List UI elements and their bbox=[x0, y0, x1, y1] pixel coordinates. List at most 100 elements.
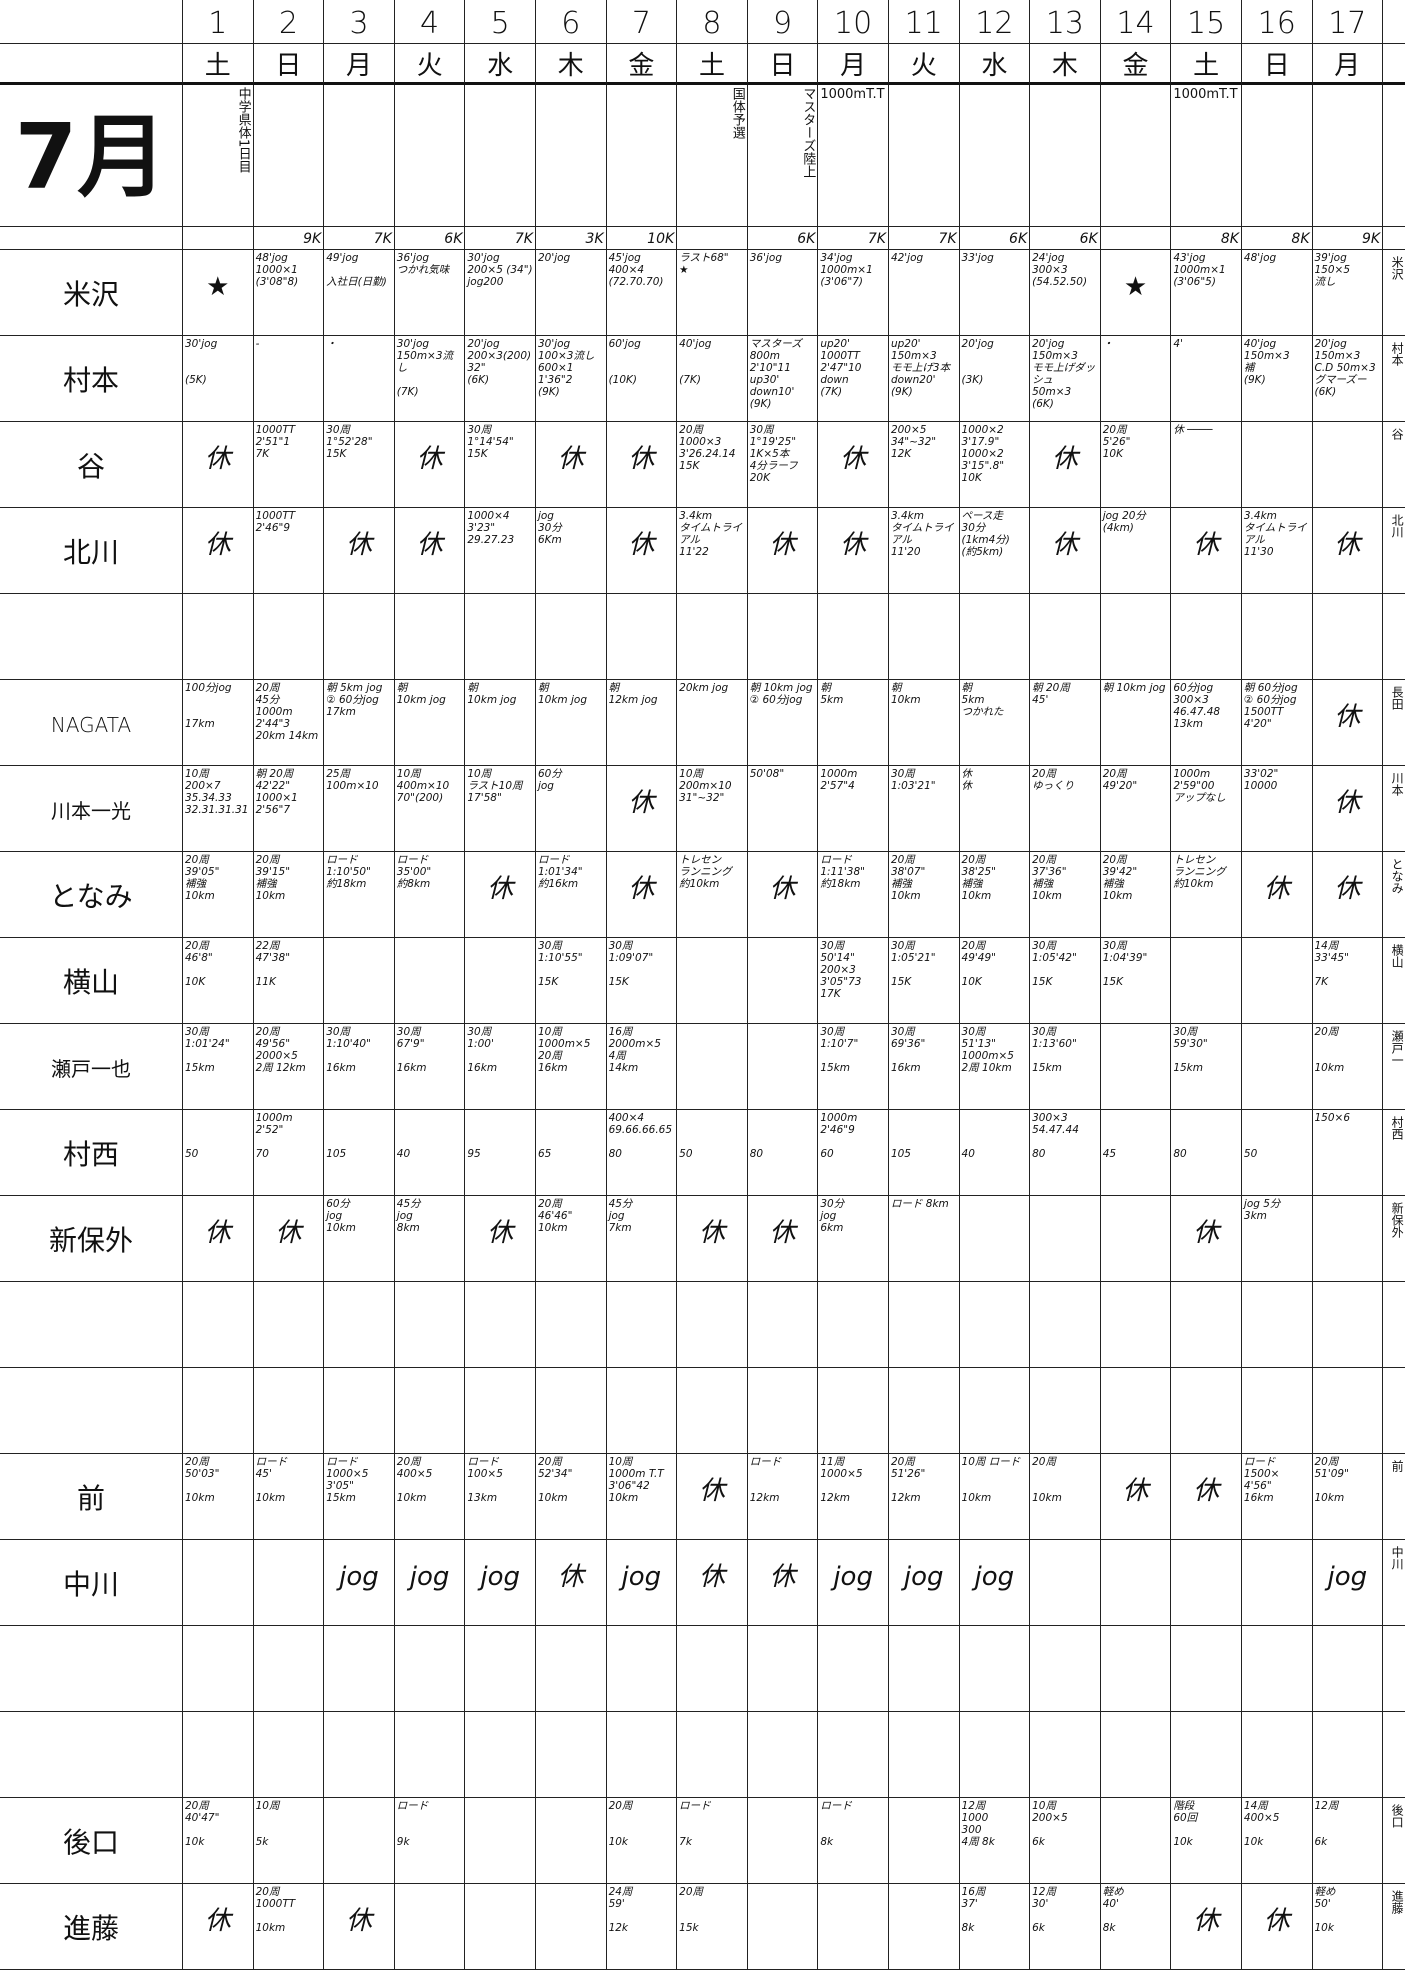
log-entry: 80 bbox=[747, 1110, 819, 1196]
athlete-side-label: 村西 bbox=[1383, 1110, 1405, 1196]
log-entry: 休 bbox=[818, 508, 889, 594]
log-entry bbox=[959, 1626, 1031, 1712]
log-entry: 30周 1:05'21" 15K bbox=[888, 938, 960, 1024]
log-entry: 休 bbox=[747, 1196, 819, 1282]
log-entry: 16周 37' 8k bbox=[959, 1884, 1031, 1970]
log-entry: 20周 10km bbox=[1030, 1454, 1101, 1540]
log-entry: 40 bbox=[959, 1110, 1031, 1196]
log-entry: 25周 100m×10 bbox=[324, 766, 395, 852]
log-entry bbox=[1312, 1196, 1384, 1282]
log-entry bbox=[535, 1368, 607, 1454]
log-entry bbox=[1241, 1024, 1313, 1110]
athlete-side-label: 前 bbox=[1383, 1454, 1405, 1540]
log-entry: 20周 46'46" 10km bbox=[535, 1196, 607, 1282]
log-entry: 休 bbox=[1171, 1884, 1242, 1970]
log-entry bbox=[535, 1712, 607, 1798]
day-number: 14 bbox=[1100, 0, 1172, 44]
daily-km: 6K bbox=[394, 227, 466, 250]
log-entry: 休 bbox=[465, 852, 536, 938]
day-number: 4 bbox=[394, 0, 466, 44]
log-entry bbox=[1312, 594, 1384, 680]
log-entry: 45分 jog 7km bbox=[606, 1196, 678, 1282]
log-entry bbox=[324, 1798, 395, 1884]
log-entry: 105 bbox=[324, 1110, 395, 1196]
log-entry: 休 bbox=[606, 508, 678, 594]
athlete-name bbox=[0, 1368, 183, 1454]
event-cell bbox=[1241, 85, 1313, 227]
log-entry: 休 bbox=[324, 1884, 395, 1970]
log-entry bbox=[465, 594, 536, 680]
log-entry: 40'jog (7K) bbox=[677, 336, 748, 422]
log-entry: 朝 10km bbox=[888, 680, 960, 766]
log-entry: 22周 47'38" 11K bbox=[253, 938, 325, 1024]
km-label-cell bbox=[0, 227, 183, 250]
log-entry: 休 bbox=[677, 1540, 748, 1626]
log-entry: 休 bbox=[1241, 852, 1313, 938]
log-entry bbox=[1030, 1712, 1101, 1798]
log-entry bbox=[606, 1282, 678, 1368]
log-entry bbox=[818, 594, 889, 680]
log-entry: jog bbox=[465, 1540, 536, 1626]
log-entry bbox=[888, 1884, 960, 1970]
log-entry: 10周 400m×10 70"(200) bbox=[394, 766, 466, 852]
weekday: 金 bbox=[1100, 44, 1172, 85]
weekday: 土 bbox=[1171, 44, 1242, 85]
log-entry bbox=[1241, 1626, 1313, 1712]
weekday: 土 bbox=[677, 44, 748, 85]
daily-km bbox=[1100, 227, 1172, 250]
log-entry: 休 bbox=[1030, 422, 1101, 508]
month-label: 7月 bbox=[0, 85, 183, 227]
log-entry: 朝 12km jog bbox=[606, 680, 678, 766]
log-entry bbox=[1241, 1368, 1313, 1454]
log-entry bbox=[324, 594, 395, 680]
log-entry bbox=[959, 1196, 1031, 1282]
log-entry bbox=[747, 1626, 819, 1712]
log-entry: 30'jog (5K) bbox=[183, 336, 254, 422]
log-entry: 20周 50'03" 10km bbox=[183, 1454, 254, 1540]
log-entry: 20周 10k bbox=[606, 1798, 678, 1884]
log-entry bbox=[1100, 594, 1172, 680]
log-entry bbox=[465, 1712, 536, 1798]
log-entry: 12周 30' 6k bbox=[1030, 1884, 1101, 1970]
log-entry bbox=[1171, 1368, 1242, 1454]
event-cell: 1000mT.T bbox=[1171, 85, 1242, 227]
log-entry: 朝 10km jog bbox=[465, 680, 536, 766]
log-entry bbox=[324, 1712, 395, 1798]
athlete-side-label: 後口 bbox=[1383, 1798, 1405, 1884]
log-entry: 24'jog 300×3 (54.52.50) bbox=[1030, 250, 1101, 336]
log-entry: 休 bbox=[677, 1196, 748, 1282]
log-entry bbox=[1030, 1282, 1101, 1368]
log-entry bbox=[253, 1282, 325, 1368]
log-entry: 20周 38'07" 補強 10km bbox=[888, 852, 960, 938]
log-entry bbox=[394, 1626, 466, 1712]
log-entry bbox=[959, 1368, 1031, 1454]
log-entry bbox=[888, 1626, 960, 1712]
log-entry: 20周 39'15" 補強 10km bbox=[253, 852, 325, 938]
log-entry: 20周 10km bbox=[1312, 1024, 1384, 1110]
log-entry bbox=[535, 1884, 607, 1970]
log-entry: 34'jog 1000m×1 (3'06"7) bbox=[818, 250, 889, 336]
log-entry bbox=[1100, 1368, 1172, 1454]
log-entry bbox=[465, 1884, 536, 1970]
log-entry: 朝 10km jog ② 60分jog bbox=[747, 680, 819, 766]
log-entry: 20'jog 150m×3 C.D 50m×3 グマーズー (6K) bbox=[1312, 336, 1384, 422]
log-entry: 朝 60分jog ② 60分jog 1500TT 4'20" bbox=[1241, 680, 1313, 766]
log-entry: 休 bbox=[818, 422, 889, 508]
corner-cell bbox=[0, 44, 183, 85]
athlete-name bbox=[0, 1282, 183, 1368]
log-entry: 10周 1000m×5 20周 16km bbox=[535, 1024, 607, 1110]
log-entry bbox=[818, 1282, 889, 1368]
log-entry: 休 休 bbox=[959, 766, 1031, 852]
athlete-name: 後口 bbox=[0, 1798, 183, 1884]
day-number: 6 bbox=[535, 0, 607, 44]
athlete-name bbox=[0, 1626, 183, 1712]
athlete-side-label: 川本 bbox=[1383, 766, 1405, 852]
log-entry: 休 bbox=[606, 852, 678, 938]
weekday: 土 bbox=[183, 44, 254, 85]
log-entry: jog bbox=[959, 1540, 1031, 1626]
log-entry: トレセン ランニング 約10km bbox=[1171, 852, 1242, 938]
log-entry bbox=[394, 1884, 466, 1970]
log-entry: 休 bbox=[183, 1884, 254, 1970]
day-number: 12 bbox=[959, 0, 1031, 44]
athlete-name: 前 bbox=[0, 1454, 183, 1540]
